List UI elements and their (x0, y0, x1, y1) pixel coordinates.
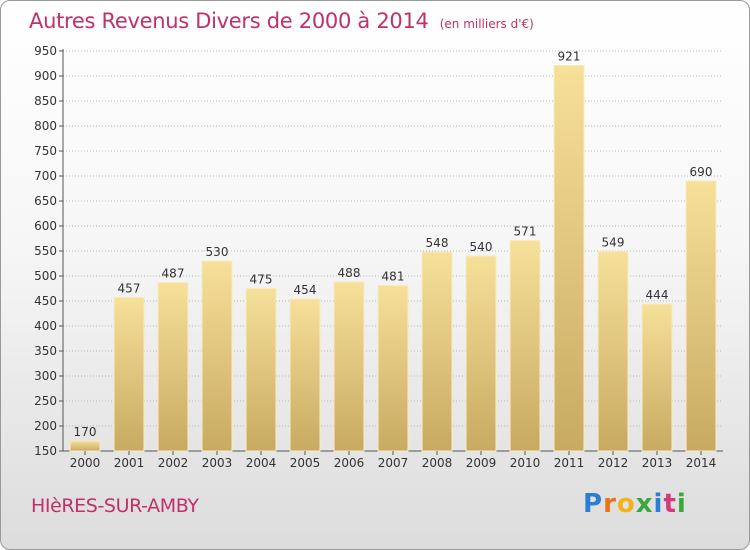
y-tick-label: 200 (34, 419, 57, 433)
chart-subtitle: (en milliers d'€) (439, 17, 534, 31)
logo-letter: o (616, 489, 636, 519)
x-tick-label: 2012 (598, 456, 629, 470)
y-tick-label: 800 (34, 119, 57, 133)
bar (553, 65, 585, 452)
data-label: 571 (514, 225, 537, 239)
y-tick-label: 550 (34, 244, 57, 258)
y-tick-label: 700 (34, 169, 57, 183)
x-tick-label: 2006 (334, 456, 365, 470)
y-tick-label: 150 (34, 444, 57, 458)
y-tick-label: 900 (34, 69, 57, 83)
x-tick-label: 2007 (378, 456, 409, 470)
y-tick-label: 500 (34, 269, 57, 283)
data-label: 481 (382, 270, 405, 284)
data-label: 488 (338, 266, 361, 280)
y-tick-label: 400 (34, 319, 57, 333)
logo-letter: t (663, 489, 677, 519)
logo-letter: i (676, 489, 687, 519)
data-label: 457 (118, 282, 141, 296)
y-tick-label: 450 (34, 294, 57, 308)
chart-title: Autres Revenus Divers de 2000 à 2014 (29, 9, 429, 33)
bar (201, 260, 233, 452)
bar (421, 251, 453, 452)
x-tick-label: 2005 (290, 456, 321, 470)
town-name: HIèRES-SUR-AMBY (31, 495, 199, 517)
y-tick-label: 300 (34, 369, 57, 383)
x-tick-label: 2014 (686, 456, 717, 470)
data-label: 475 (250, 273, 273, 287)
x-tick-label: 2001 (114, 456, 145, 470)
bar (465, 255, 497, 452)
bar (245, 288, 277, 452)
bar (641, 303, 673, 452)
x-tick-label: 2004 (246, 456, 277, 470)
bar (333, 281, 365, 452)
bar (597, 251, 629, 452)
bar (509, 240, 541, 452)
logo-letter: r (603, 489, 617, 519)
data-label: 921 (558, 50, 581, 64)
logo-letter: i (653, 489, 664, 519)
data-label: 548 (426, 236, 449, 250)
y-tick-label: 350 (34, 344, 57, 358)
y-tick-label: 750 (34, 144, 57, 158)
x-tick-label: 2009 (466, 456, 497, 470)
y-tick-label: 600 (34, 219, 57, 233)
data-label: 540 (470, 240, 493, 254)
bar (157, 282, 189, 452)
bar (289, 298, 321, 452)
x-tick-label: 2000 (70, 456, 101, 470)
title-row: Autres Revenus Divers de 2000 à 2014 (en… (29, 9, 534, 33)
y-tick-label: 950 (34, 44, 57, 58)
proxiti-logo: Proxiti (583, 489, 687, 519)
y-tick-label: 650 (34, 194, 57, 208)
data-label: 454 (294, 283, 317, 297)
data-label: 549 (602, 236, 625, 250)
logo-letter: x (635, 489, 654, 519)
bar (377, 285, 409, 452)
x-tick-label: 2010 (510, 456, 541, 470)
x-tick-label: 2008 (422, 456, 453, 470)
bar (69, 440, 101, 452)
x-tick-label: 2013 (642, 456, 673, 470)
bar (113, 297, 145, 452)
bar (685, 180, 717, 452)
data-label: 530 (206, 245, 229, 259)
y-tick-label: 250 (34, 394, 57, 408)
x-tick-label: 2011 (554, 456, 585, 470)
y-tick-label: 850 (34, 94, 57, 108)
data-label: 690 (690, 165, 713, 179)
x-tick-label: 2002 (158, 456, 189, 470)
x-tick-label: 2003 (202, 456, 233, 470)
data-label: 444 (646, 288, 669, 302)
data-label: 170 (74, 425, 97, 439)
logo-letter: P (583, 489, 604, 519)
data-label: 487 (162, 267, 185, 281)
